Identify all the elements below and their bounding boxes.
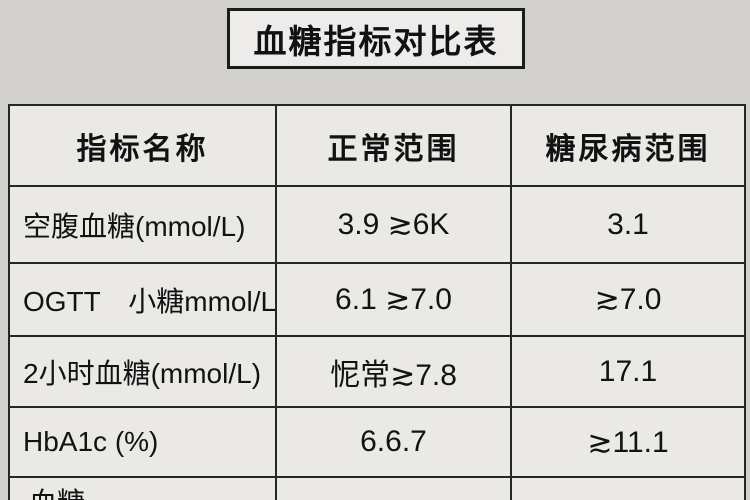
table-row-2hour-glucose: 2小时血糖(mmol/L) 怩常≳7.8 17.1: [8, 335, 746, 408]
indicator-name-cell: 2小时血糖(mmol/L): [8, 335, 277, 408]
diabetes-range-cell: ≳11.1: [510, 406, 746, 478]
col-header-normal-range: 正常范围: [275, 104, 512, 187]
page-title: 血糖指标对比表: [253, 22, 499, 60]
comparison-table: 指标名称 正常范围 糖尿病范围 空腹血糖(mmol/L) 3.9 ≳6K 3.1…: [8, 104, 746, 500]
table-row-partial-clipped: 血糖: [8, 476, 746, 500]
header-row: 指标名称 正常范围 糖尿病范围: [8, 104, 746, 187]
table-row-hba1c: HbA1c (%) 6.6.7 ≳11.1: [8, 406, 746, 478]
normal-range-cell: 怩常≳7.8: [275, 335, 512, 408]
normal-range-cell: 3.9 ≳6K: [275, 185, 512, 264]
diabetes-range-cell: 3.1: [510, 185, 746, 264]
col-header-indicator-name: 指标名称: [8, 104, 277, 187]
normal-range-cell: 6.1 ≳7.0: [275, 262, 512, 337]
indicator-name-cell: 空腹血糖(mmol/L): [8, 185, 277, 264]
indicator-name-cell: 血糖: [8, 476, 277, 500]
col-header-diabetes-range: 糖尿病范围: [510, 104, 746, 187]
diabetes-range-cell: ≳7.0: [510, 262, 746, 337]
table-row-ogtt: OGTT 小糖mmol/L 6.1 ≳7.0 ≳7.0: [8, 262, 746, 337]
normal-range-cell: [275, 476, 512, 500]
indicator-name-cell: HbA1c (%): [8, 406, 277, 478]
indicator-name-cell: OGTT 小糖mmol/L: [8, 262, 277, 337]
diabetes-range-cell: 17.1: [510, 335, 746, 408]
table-row-fasting-glucose: 空腹血糖(mmol/L) 3.9 ≳6K 3.1: [8, 185, 746, 264]
normal-range-cell: 6.6.7: [275, 406, 512, 478]
diabetes-range-cell: [510, 476, 746, 500]
table-title-box: 血糖指标对比表: [227, 8, 525, 69]
